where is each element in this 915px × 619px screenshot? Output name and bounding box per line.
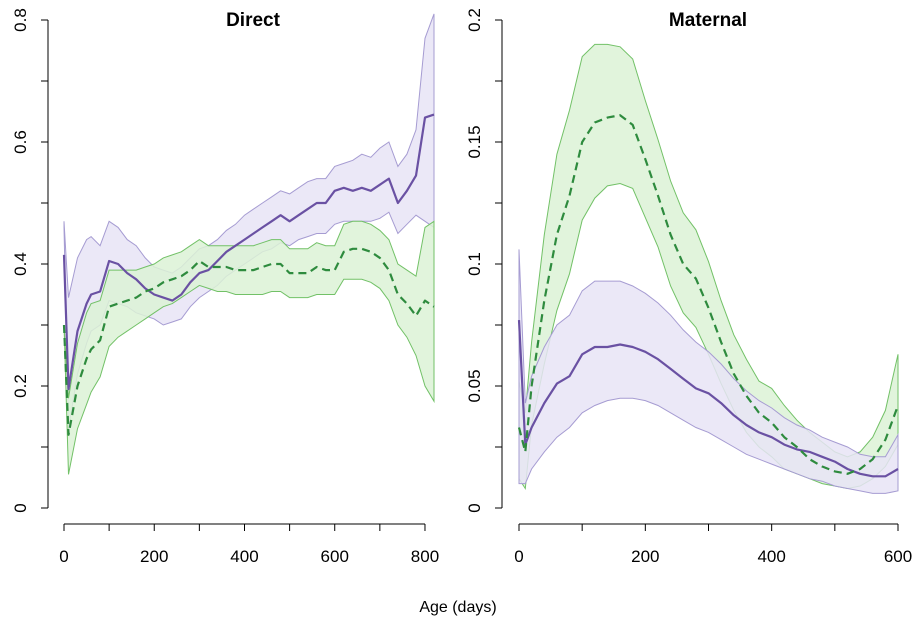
maternal-x-axis: 0 200 400 600	[514, 523, 912, 566]
maternal-series-2-line	[517, 114, 900, 475]
maternal-y-tick-label: 0.1	[465, 252, 484, 276]
maternal-x-tick-label: 0	[514, 547, 523, 566]
maternal-y-tick-label: 0	[465, 503, 484, 512]
direct-y-tick-label: 0	[11, 503, 30, 512]
x-axis-title: Age (days)	[419, 599, 496, 616]
maternal-series-1-line	[517, 320, 899, 478]
direct-panel-title: Direct	[226, 10, 281, 31]
direct-x-tick-label: 600	[321, 547, 349, 566]
maternal-x-tick-label: 600	[884, 547, 912, 566]
maternal-panel-title: Maternal	[669, 10, 747, 31]
direct-panel: Direct 0 200 400 600 800 0 0.2 0.4 0.6 0.8	[11, 8, 439, 566]
maternal-series-1-confidence-band	[518, 249, 899, 494]
direct-series-1-confidence-band	[63, 13, 435, 429]
direct-bands	[63, 13, 435, 475]
direct-lines	[62, 113, 435, 436]
direct-y-tick-label: 0.4	[11, 252, 30, 276]
maternal-panel: Maternal 0 200 400 600 0 0.05 0.1 0.15 0.2	[465, 8, 912, 566]
direct-series-2-line	[62, 247, 435, 436]
direct-x-tick-label: 800	[411, 547, 439, 566]
direct-y-axis: 0 0.2 0.4 0.6 0.8	[11, 8, 49, 513]
direct-y-tick-label: 0.8	[11, 8, 30, 32]
maternal-x-tick-label: 400	[757, 547, 785, 566]
direct-x-tick-label: 400	[230, 547, 258, 566]
direct-series-1-line	[62, 113, 435, 391]
direct-x-tick-label: 200	[140, 547, 168, 566]
maternal-y-tick-label: 0.05	[465, 369, 484, 402]
direct-y-tick-label: 0.2	[11, 374, 30, 398]
direct-x-tick-label: 0	[59, 547, 68, 566]
maternal-y-axis: 0 0.05 0.1 0.15 0.2	[465, 8, 503, 513]
maternal-lines	[517, 114, 900, 478]
maternal-x-tick-label: 200	[631, 547, 659, 566]
direct-y-tick-label: 0.6	[11, 130, 30, 154]
maternal-y-tick-label: 0.15	[465, 125, 484, 158]
direct-series-2-confidence-band	[63, 220, 435, 475]
maternal-y-tick-label: 0.2	[465, 8, 484, 32]
maternal-bands	[518, 43, 899, 494]
direct-x-axis: 0 200 400 600 800	[59, 523, 439, 566]
